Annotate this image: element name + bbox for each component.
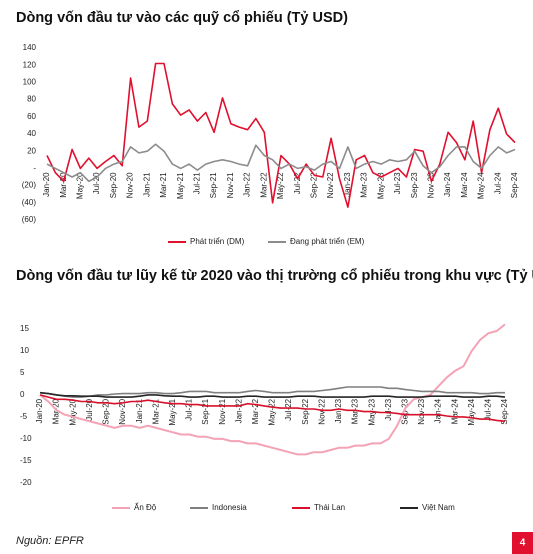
series-line [39,394,506,423]
x-tick-label: Sep-22 [310,172,319,198]
x-tick-label: Nov-20 [126,172,135,198]
series-line [39,386,505,398]
legend-label: Đang phát triển (EM) [290,237,365,246]
y-tick-label: -5 [20,412,28,421]
y-tick-label: 100 [23,78,37,87]
page-number: 4 [520,538,526,549]
x-tick-label: Sep-24 [510,172,519,198]
x-tick-label: Nov-22 [317,398,326,424]
x-tick-label: Jul-20 [92,172,101,194]
x-tick-label: Sep-21 [201,398,210,424]
x-tick-label: May-22 [276,172,285,199]
x-tick-label: Jul-21 [185,398,194,420]
x-tick-label: Sep-20 [109,172,118,198]
y-tick-label: (40) [22,198,37,207]
x-tick-label: May-24 [477,172,486,199]
y-tick-label: 60 [27,112,36,121]
x-tick-label: Mar-20 [52,398,61,424]
legend-label: Ấn Độ [134,502,157,512]
x-tick-label: May-24 [467,398,476,425]
x-tick-label: May-21 [176,172,185,199]
x-tick-label: May-20 [76,172,85,199]
x-tick-label: Sep-22 [301,398,310,424]
x-tick-label: Jul-24 [484,398,493,420]
x-tick-label: Nov-21 [226,172,235,198]
legend-label: Việt Nam [422,503,455,512]
x-tick-label: Jan-22 [234,398,243,423]
chart-title: Dòng vốn đầu tư lũy kế từ 2020 vào thị t… [16,268,533,284]
page-badge [512,532,533,554]
y-tick-label: 40 [27,129,36,138]
x-tick-label: Sep-24 [500,398,509,424]
series-line [46,143,516,183]
y-tick-label: 20 [27,146,36,155]
series-line [39,323,506,456]
x-tick-label: Jul-24 [493,172,502,194]
legend-label: Indonesia [212,503,247,512]
source: Nguồn: EPFR [16,535,84,547]
y-tick-label: - [33,164,36,173]
x-tick-label: Jan-21 [142,172,151,197]
x-tick-label: Jul-22 [293,172,302,194]
legend-label: Phát triển (DM) [190,237,245,246]
x-tick-label: May-21 [168,398,177,425]
x-tick-label: May-22 [268,398,277,425]
y-tick-label: -20 [20,478,32,487]
x-tick-label: Sep-21 [209,172,218,198]
x-tick-label: Nov-21 [218,398,227,424]
x-tick-label: May-20 [68,398,77,425]
x-tick-label: Mar-22 [259,172,268,198]
y-tick-label: 80 [27,95,36,104]
x-tick-label: Jul-23 [384,398,393,420]
y-tick-label: 140 [23,43,37,52]
chart-title: Dòng vốn đầu tư vào các quỹ cổ phiếu (Tỷ… [16,10,348,26]
y-tick-label: (60) [22,215,37,224]
legend-label: Thái Lan [314,503,345,512]
x-tick-label: Mar-24 [460,172,469,198]
x-tick-label: Jan-23 [334,398,343,423]
x-tick-label: Mar-24 [450,398,459,424]
x-tick-label: Jan-23 [343,172,352,197]
x-tick-label: Nov-23 [417,398,426,424]
x-tick-label: Mar-21 [151,398,160,424]
x-tick-label: Mar-23 [360,172,369,198]
x-tick-label: Jan-22 [243,172,252,197]
x-tick-label: Jul-20 [85,398,94,420]
x-tick-label: Nov-22 [326,172,335,198]
y-tick-label: 0 [20,390,25,399]
x-tick-label: Nov-23 [427,172,436,198]
y-tick-label: (20) [22,181,37,190]
x-tick-label: May-23 [376,172,385,199]
y-tick-label: 5 [20,368,25,377]
x-tick-label: Mar-20 [59,172,68,198]
x-tick-label: Sep-23 [400,398,409,424]
x-tick-label: Jul-22 [284,398,293,420]
x-tick-label: Mar-22 [251,398,260,424]
x-tick-label: Jan-24 [434,398,443,423]
x-tick-label: Jan-24 [443,172,452,197]
x-tick-label: Nov-20 [118,398,127,424]
x-tick-label: Sep-20 [102,398,111,424]
x-tick-label: Mar-21 [159,172,168,198]
y-tick-label: 120 [23,60,37,69]
x-tick-label: Jan-20 [42,172,51,197]
series-line [39,391,506,398]
x-tick-label: Sep-23 [410,172,419,198]
x-tick-label: Mar-23 [351,398,360,424]
y-tick-label: 10 [20,346,29,355]
x-tick-label: Jul-23 [393,172,402,194]
y-tick-label: 15 [20,324,29,333]
y-tick-label: -15 [20,456,32,465]
x-tick-label: Jan-21 [135,398,144,423]
x-tick-label: Jul-21 [193,172,202,194]
series-line [46,62,516,208]
y-tick-label: -10 [20,434,32,443]
x-tick-label: Jan-20 [35,398,44,423]
